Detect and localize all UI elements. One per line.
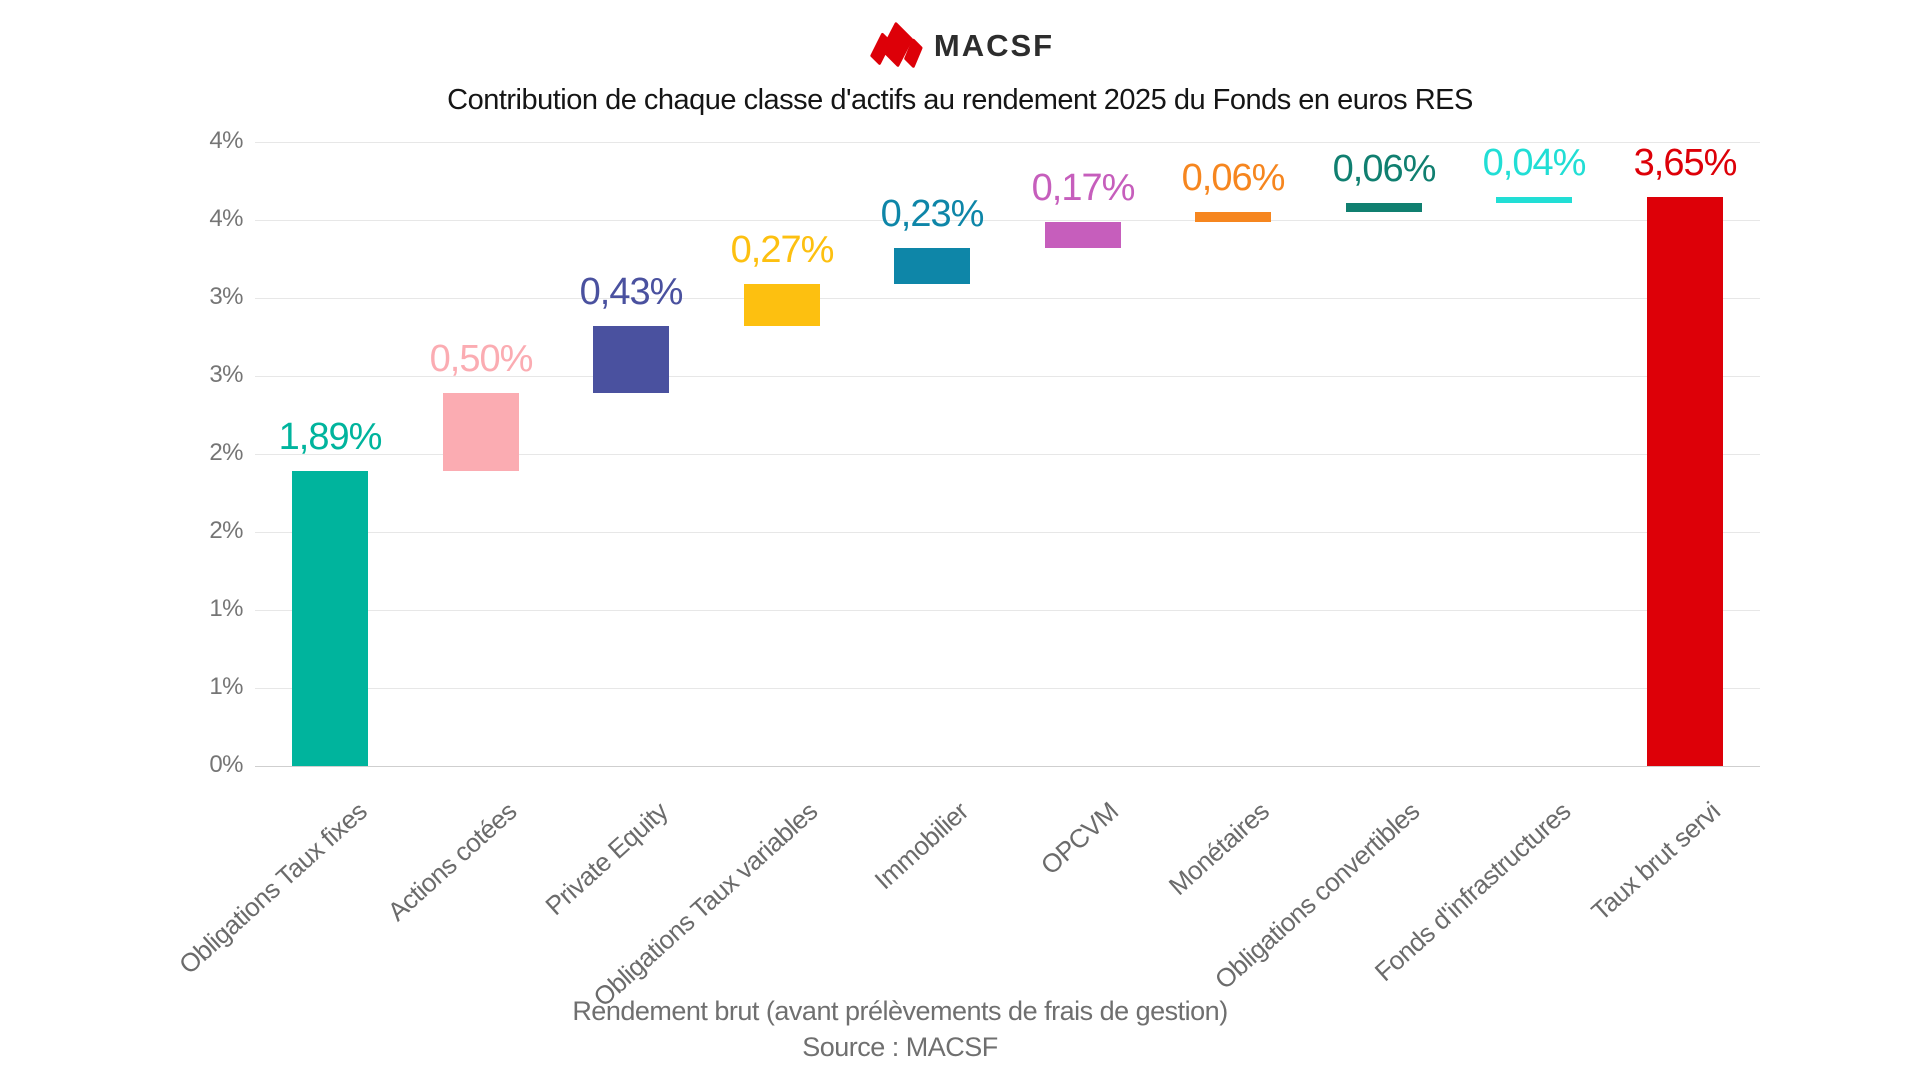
x-tick-label: Actions cotées bbox=[381, 796, 523, 927]
bar-value-label: 3,65% bbox=[1633, 142, 1738, 184]
gridline bbox=[255, 765, 1760, 767]
bar-value-label: 0,17% bbox=[1031, 167, 1136, 209]
bar-value-label: 0,06% bbox=[1181, 157, 1286, 199]
x-tick-label: Private Equity bbox=[538, 796, 674, 921]
bar bbox=[292, 471, 368, 766]
gridline bbox=[255, 297, 1760, 299]
bar bbox=[894, 248, 970, 284]
source-note: Source : MACSF bbox=[802, 1032, 998, 1062]
x-tick-label: Immobilier bbox=[868, 796, 975, 896]
y-tick-label: 4% bbox=[209, 127, 243, 154]
brand-header: MACSF bbox=[0, 18, 1920, 74]
bar-value-label: 1,89% bbox=[278, 416, 383, 458]
gridline bbox=[255, 453, 1760, 455]
y-tick-label: 2% bbox=[209, 517, 243, 544]
gridline bbox=[255, 531, 1760, 533]
chart-title: Contribution de chaque classe d'actifs a… bbox=[447, 84, 1473, 116]
bar-value-label: 0,43% bbox=[579, 271, 684, 313]
bar bbox=[1195, 212, 1271, 222]
y-tick-label: 0% bbox=[209, 751, 243, 778]
y-tick-label: 4% bbox=[209, 205, 243, 232]
y-tick-label: 1% bbox=[209, 595, 243, 622]
y-tick-label: 2% bbox=[209, 439, 243, 466]
bar bbox=[1045, 221, 1121, 249]
gridline bbox=[255, 687, 1760, 689]
bar bbox=[443, 393, 519, 472]
bar-value-label: 0,50% bbox=[429, 338, 534, 380]
y-tick-label: 3% bbox=[209, 283, 243, 310]
bar bbox=[744, 284, 820, 327]
gridline bbox=[255, 219, 1760, 221]
y-tick-label: 3% bbox=[209, 361, 243, 388]
bar-value-label: 0,04% bbox=[1482, 142, 1587, 184]
macsf-logo-icon bbox=[866, 21, 924, 71]
x-tick-label: Monétaires bbox=[1163, 796, 1276, 902]
x-tick-label: Taux brut servi bbox=[1585, 796, 1727, 927]
gridline bbox=[255, 375, 1760, 377]
bar bbox=[1346, 202, 1422, 213]
bar bbox=[1647, 196, 1723, 766]
bar bbox=[1496, 196, 1572, 203]
bar-value-label: 0,06% bbox=[1332, 148, 1437, 190]
gridline bbox=[255, 609, 1760, 611]
y-tick-label: 1% bbox=[209, 673, 243, 700]
bar-value-label: 0,27% bbox=[730, 229, 835, 271]
brand-wordmark: MACSF bbox=[933, 28, 1055, 63]
bar bbox=[593, 326, 669, 394]
x-tick-label: Obligations Taux fixes bbox=[172, 796, 373, 980]
bar-value-label: 0,23% bbox=[880, 193, 985, 235]
gridline bbox=[255, 141, 1760, 143]
x-tick-label: OPCVM bbox=[1035, 796, 1125, 881]
x-axis-title: Rendement brut (avant prélèvements de fr… bbox=[572, 996, 1228, 1026]
